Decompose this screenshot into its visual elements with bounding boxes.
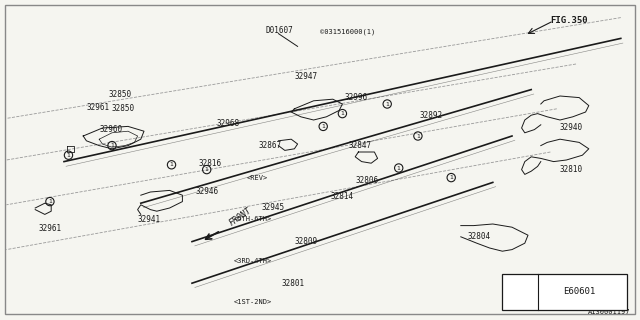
Text: 1: 1 bbox=[518, 290, 522, 294]
Text: 32941: 32941 bbox=[138, 215, 161, 224]
Text: 1: 1 bbox=[416, 133, 420, 139]
Text: 32867: 32867 bbox=[259, 141, 282, 150]
Text: E60601: E60601 bbox=[563, 287, 595, 297]
Text: <3RD-4TH>: <3RD-4TH> bbox=[234, 258, 272, 264]
Text: 32801: 32801 bbox=[282, 279, 305, 288]
Text: 32960: 32960 bbox=[99, 125, 122, 134]
Text: 1: 1 bbox=[397, 165, 401, 171]
Text: A130001197: A130001197 bbox=[588, 309, 630, 315]
Text: 32816: 32816 bbox=[198, 159, 221, 168]
Text: 32996: 32996 bbox=[344, 93, 367, 102]
Text: <1ST-2ND>: <1ST-2ND> bbox=[234, 300, 272, 305]
Text: 1: 1 bbox=[170, 162, 173, 167]
Text: 32804: 32804 bbox=[467, 232, 490, 241]
Text: D01607: D01607 bbox=[266, 26, 293, 35]
Text: 32945: 32945 bbox=[261, 204, 284, 212]
Text: 1: 1 bbox=[340, 111, 344, 116]
Text: 32810: 32810 bbox=[560, 165, 583, 174]
Text: 1: 1 bbox=[48, 199, 52, 204]
Text: FRONT: FRONT bbox=[227, 205, 253, 227]
Text: 32806: 32806 bbox=[355, 176, 378, 185]
Text: 1: 1 bbox=[385, 101, 389, 107]
Text: 32892: 32892 bbox=[419, 111, 442, 120]
Text: 1: 1 bbox=[321, 124, 325, 129]
Text: <REV>: <REV> bbox=[246, 175, 268, 180]
Text: 32809: 32809 bbox=[294, 237, 317, 246]
Text: 32814: 32814 bbox=[330, 192, 353, 201]
Text: 32850: 32850 bbox=[109, 90, 132, 99]
Text: 32968: 32968 bbox=[217, 119, 240, 128]
Text: 1: 1 bbox=[449, 175, 453, 180]
Text: FIG.350: FIG.350 bbox=[550, 16, 588, 25]
Text: 32961: 32961 bbox=[86, 103, 109, 112]
Text: 1: 1 bbox=[67, 153, 70, 158]
Text: 1: 1 bbox=[110, 143, 114, 148]
FancyBboxPatch shape bbox=[502, 274, 627, 310]
Text: 32847: 32847 bbox=[349, 141, 372, 150]
Text: <5TH-6TH>: <5TH-6TH> bbox=[234, 216, 272, 222]
Text: 32940: 32940 bbox=[560, 124, 583, 132]
Text: 32850: 32850 bbox=[112, 104, 135, 113]
Text: 32946: 32946 bbox=[195, 188, 218, 196]
Text: 1: 1 bbox=[205, 167, 209, 172]
Text: ©031516000(1): ©031516000(1) bbox=[320, 29, 375, 35]
Text: 32961: 32961 bbox=[38, 224, 61, 233]
Text: 32947: 32947 bbox=[294, 72, 317, 81]
